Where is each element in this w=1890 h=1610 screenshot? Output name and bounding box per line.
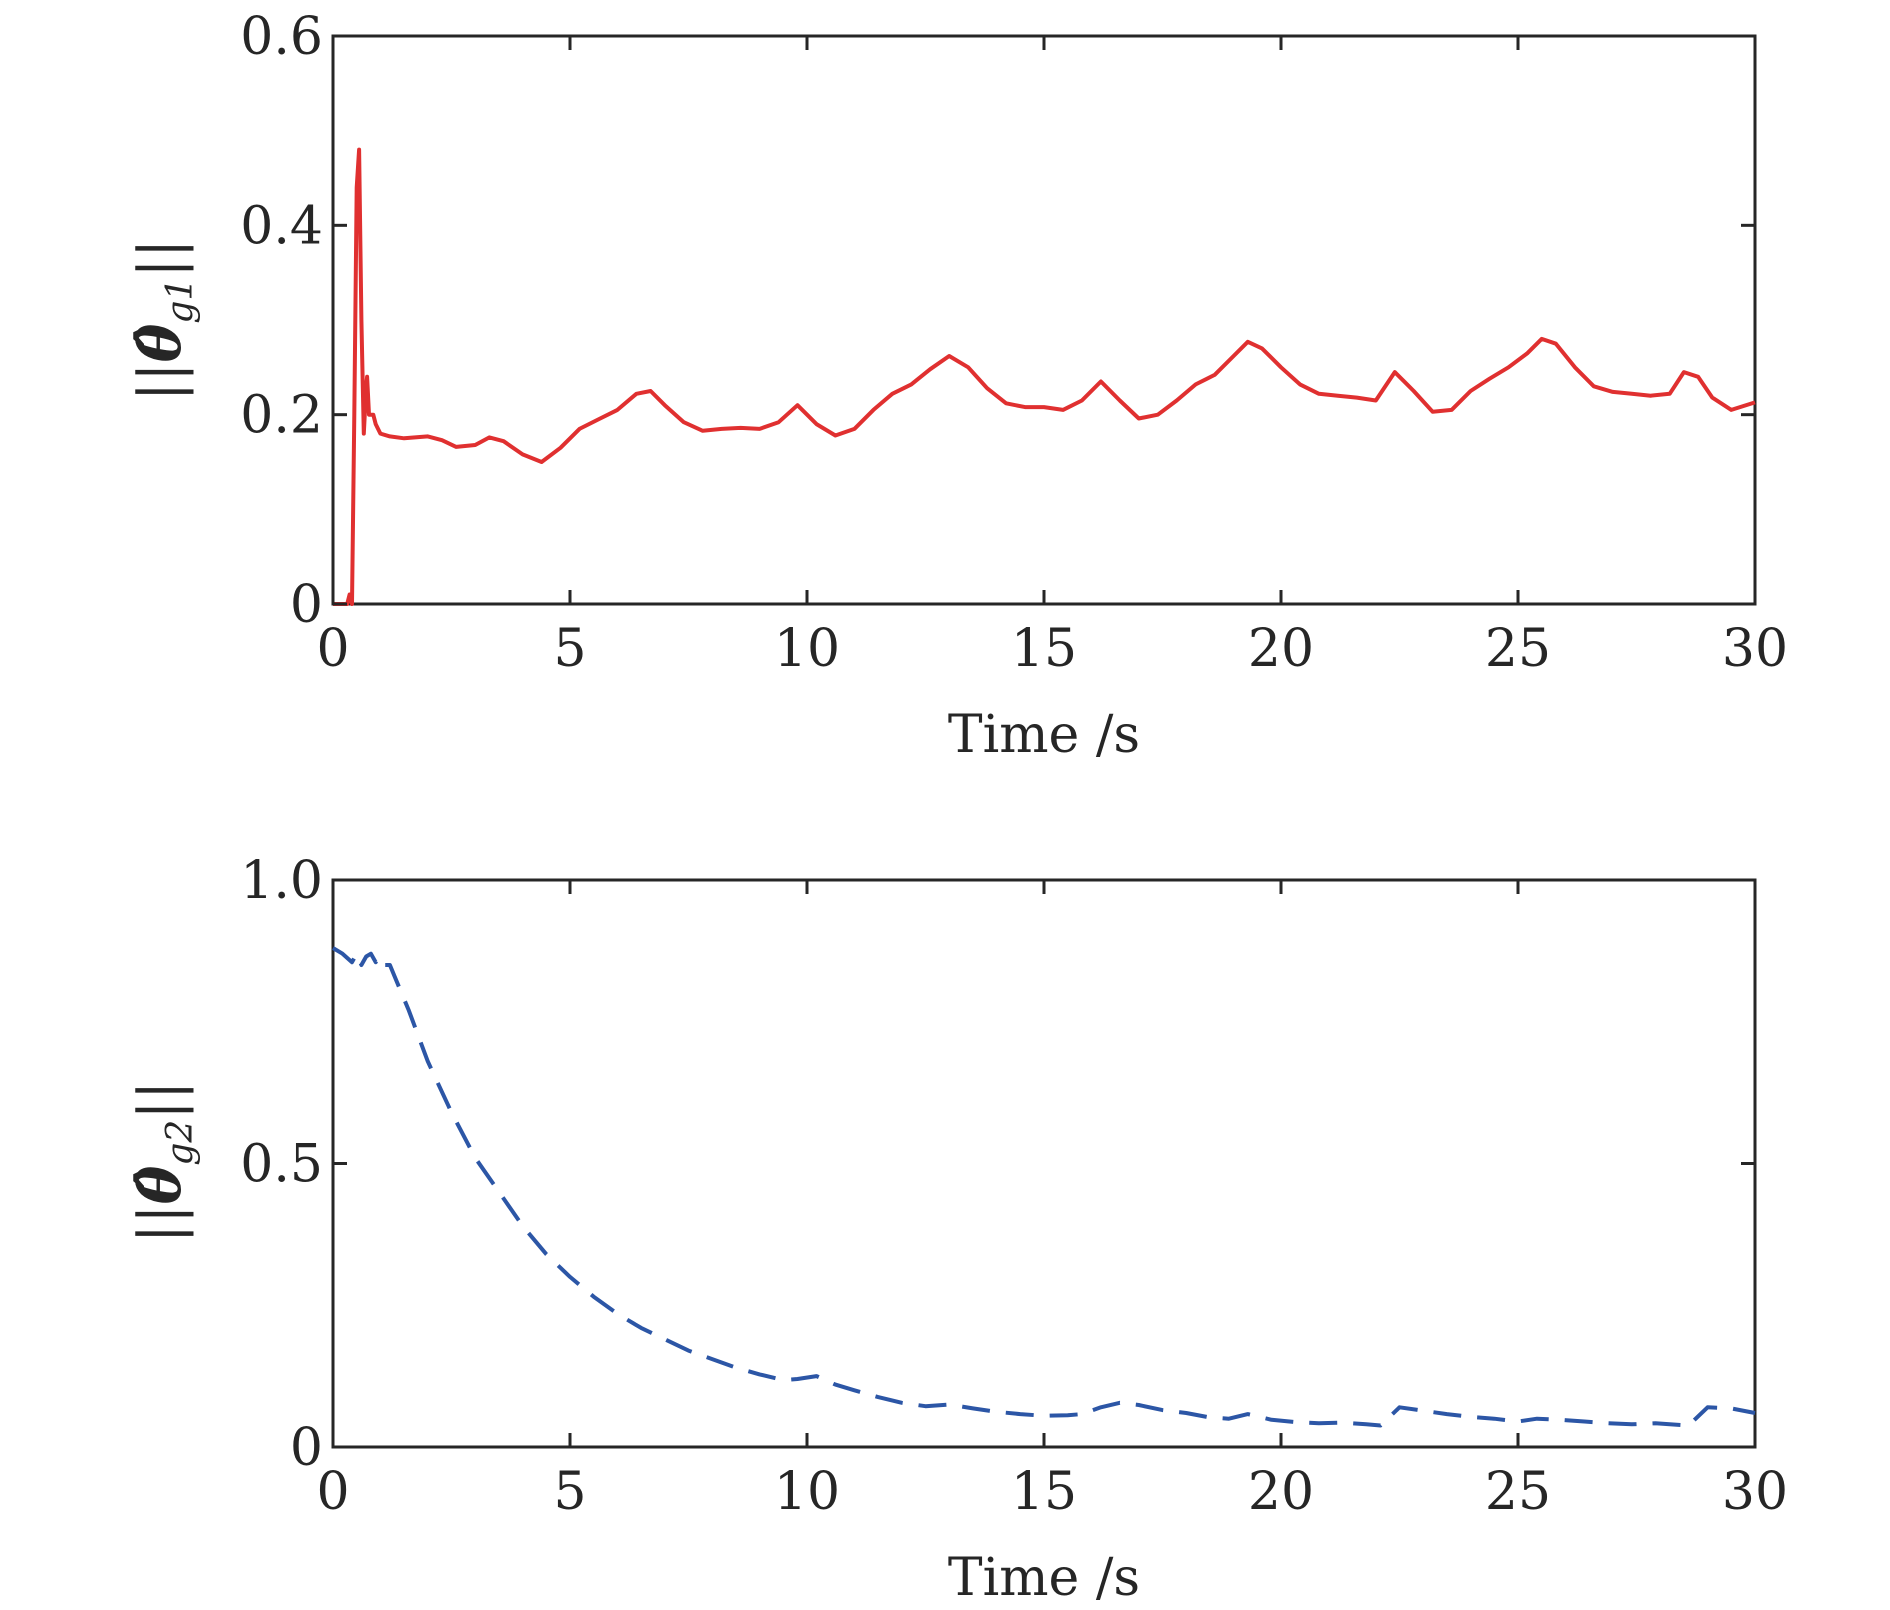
x-tick-label: 10 bbox=[774, 619, 840, 679]
y-tick-label: 1.0 bbox=[240, 851, 323, 911]
x-tick-label: 10 bbox=[774, 1462, 840, 1522]
x-tick-label: 25 bbox=[1485, 1462, 1551, 1522]
y-tick-label: 0.5 bbox=[240, 1135, 323, 1195]
y-axis-label-subscript: g1 bbox=[160, 278, 201, 324]
y-axis-label-bars-right: || bbox=[126, 1081, 194, 1120]
y-axis-label: ||θ̂g2|| bbox=[126, 1081, 201, 1244]
series-line bbox=[333, 147, 1756, 606]
plot-frame bbox=[331, 878, 1757, 1449]
y-tick-label: 0.6 bbox=[240, 7, 323, 67]
y-axis-label-symbol: θ̂ bbox=[126, 323, 194, 362]
y-axis-label-bars-right: || bbox=[126, 239, 194, 278]
x-tick-label: 20 bbox=[1248, 619, 1314, 679]
y-tick-label: 0.4 bbox=[240, 196, 323, 256]
plot-frame bbox=[331, 34, 1757, 606]
x-axis-label: Time /s bbox=[948, 1548, 1140, 1608]
x-tick-label: 15 bbox=[1011, 619, 1077, 679]
y-axis-label-bars-left: || bbox=[126, 1204, 194, 1243]
svg-text:||θ̂g2||: ||θ̂g2|| bbox=[126, 1081, 201, 1244]
x-axis-label: Time /s bbox=[948, 705, 1140, 765]
series-line bbox=[331, 946, 1756, 1428]
x-tick-label: 0 bbox=[316, 619, 349, 679]
x-tick-label: 20 bbox=[1248, 1462, 1314, 1522]
x-tick-label: 0 bbox=[316, 1462, 349, 1522]
x-tick-label: 5 bbox=[553, 1462, 586, 1522]
x-tick-label: 30 bbox=[1722, 619, 1788, 679]
svg-text:||θ̂g1||: ||θ̂g1|| bbox=[126, 239, 201, 402]
y-axis-label-symbol: θ̂ bbox=[126, 1165, 194, 1204]
x-tick-label: 15 bbox=[1011, 1462, 1077, 1522]
y-tick-label: 0.2 bbox=[240, 386, 323, 446]
y-axis-label: ||θ̂g1|| bbox=[126, 239, 201, 402]
y-tick-label: 0 bbox=[290, 575, 323, 635]
x-tick-label: 5 bbox=[553, 619, 586, 679]
y-axis-label-subscript: g2 bbox=[160, 1120, 201, 1166]
y-tick-label: 0 bbox=[290, 1418, 323, 1478]
x-tick-label: 30 bbox=[1722, 1462, 1788, 1522]
x-tick-label: 25 bbox=[1485, 619, 1551, 679]
y-axis-label-bars-left: || bbox=[126, 362, 194, 401]
